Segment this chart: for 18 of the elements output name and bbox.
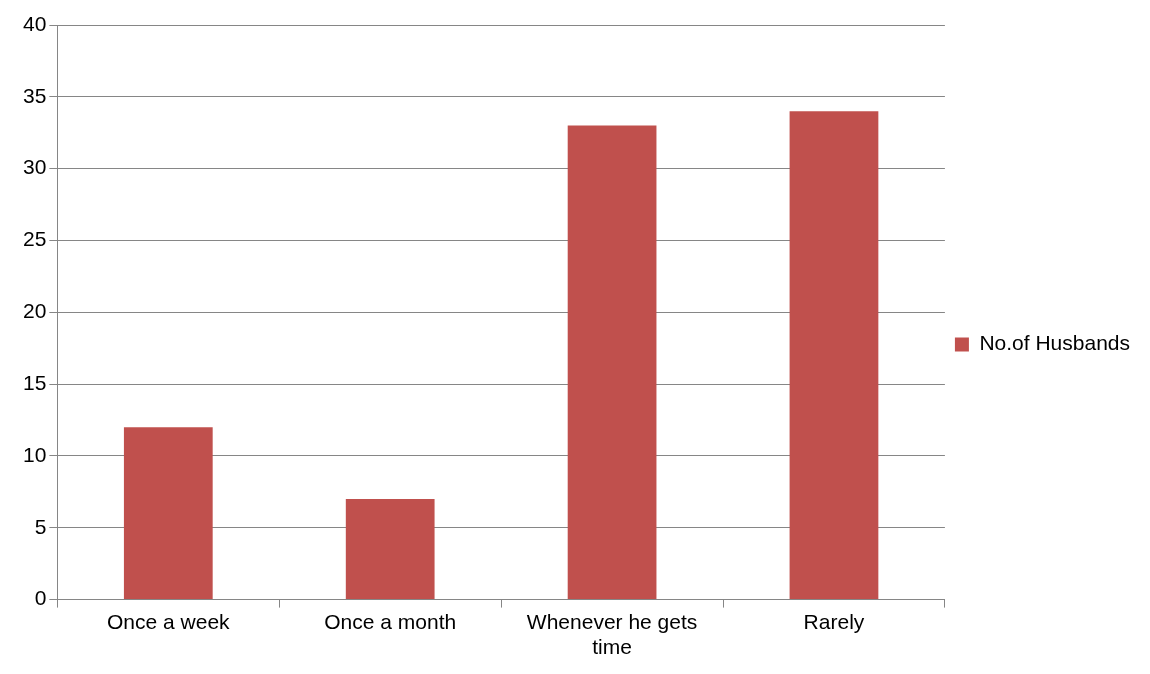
bar xyxy=(789,111,879,600)
y-tick-label: 30 xyxy=(23,155,47,179)
y-tick-label: 35 xyxy=(23,83,47,107)
y-tick-label: 20 xyxy=(23,299,47,323)
bar xyxy=(345,499,435,600)
bar xyxy=(567,125,657,600)
x-tick-label: Once a week xyxy=(107,610,231,633)
bar xyxy=(123,427,213,600)
x-tick-label: Once a month xyxy=(324,610,457,633)
y-tick-label: 0 xyxy=(34,586,47,610)
x-tick-label: Whenever he gets time xyxy=(526,610,698,659)
y-tick-label: 25 xyxy=(23,227,47,251)
x-tick-label: Rarely xyxy=(803,610,865,633)
y-tick-label: 10 xyxy=(23,442,47,466)
y-tick-label: 5 xyxy=(34,514,47,538)
y-tick-label: 15 xyxy=(23,370,47,394)
y-tick-label: 40 xyxy=(23,11,47,35)
legend-label: No.of Husbands xyxy=(979,331,1130,355)
